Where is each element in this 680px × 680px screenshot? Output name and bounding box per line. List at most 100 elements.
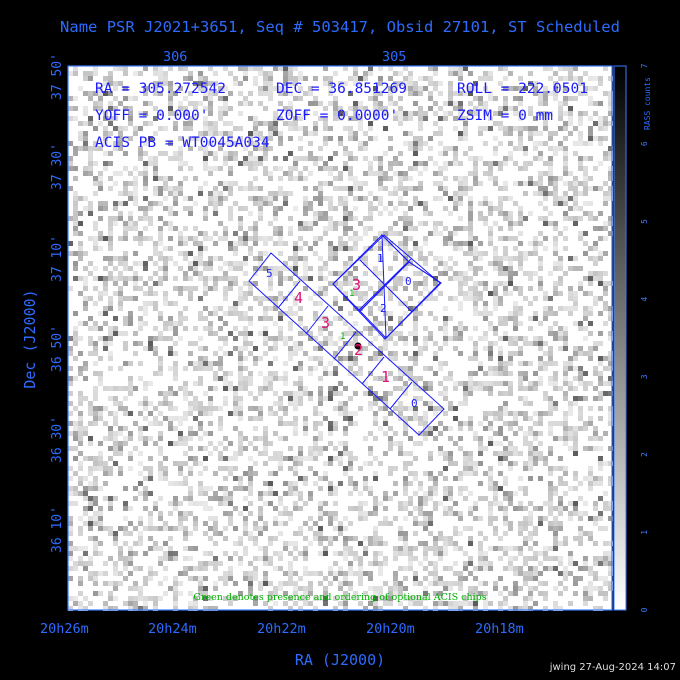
noise-pixel (603, 121, 608, 126)
noise-pixel (188, 146, 193, 151)
noise-pixel (433, 316, 438, 321)
noise-pixel (268, 201, 273, 206)
noise-pixel (163, 556, 168, 561)
noise-pixel (378, 406, 383, 411)
noise-pixel (393, 356, 398, 361)
noise-pixel (433, 81, 438, 86)
noise-pixel (163, 476, 168, 481)
noise-pixel (323, 336, 328, 341)
noise-pixel (243, 381, 248, 386)
noise-pixel (548, 91, 553, 96)
noise-pixel (233, 391, 238, 396)
noise-pixel (223, 236, 228, 241)
noise-pixel (243, 446, 248, 451)
noise-pixel (513, 161, 518, 166)
noise-pixel (158, 516, 163, 521)
noise-pixel (188, 196, 193, 201)
noise-pixel (548, 146, 553, 151)
noise-pixel (478, 281, 483, 286)
noise-pixel (483, 196, 488, 201)
noise-pixel (313, 186, 318, 191)
noise-pixel (108, 121, 113, 126)
noise-pixel (353, 336, 358, 341)
noise-pixel (493, 206, 498, 211)
noise-pixel (518, 86, 523, 91)
noise-pixel (103, 151, 108, 156)
noise-pixel (68, 251, 73, 256)
noise-pixel (423, 431, 428, 436)
noise-pixel (353, 321, 358, 326)
noise-pixel (133, 541, 138, 546)
noise-pixel (308, 296, 313, 301)
noise-pixel (553, 251, 558, 256)
noise-pixel (223, 371, 228, 376)
noise-pixel (273, 271, 278, 276)
noise-pixel (513, 246, 518, 251)
noise-pixel (538, 281, 543, 286)
noise-pixel (398, 566, 403, 571)
noise-pixel (233, 266, 238, 271)
noise-pixel (158, 226, 163, 231)
noise-pixel (73, 356, 78, 361)
noise-pixel (183, 306, 188, 311)
noise-pixel (303, 186, 308, 191)
noise-pixel (398, 176, 403, 181)
noise-pixel (373, 391, 378, 396)
noise-pixel (363, 131, 368, 136)
noise-pixel (268, 591, 273, 596)
noise-pixel (338, 411, 343, 416)
noise-pixel (268, 561, 273, 566)
noise-pixel (318, 276, 323, 281)
noise-pixel (88, 146, 93, 151)
noise-pixel (388, 296, 393, 301)
noise-pixel (358, 186, 363, 191)
noise-pixel (548, 361, 553, 366)
noise-pixel (333, 526, 338, 531)
noise-pixel (103, 421, 108, 426)
noise-pixel (273, 131, 278, 136)
noise-pixel (153, 161, 158, 166)
noise-pixel (68, 501, 73, 506)
noise-pixel (168, 211, 173, 216)
noise-pixel (78, 131, 83, 136)
noise-pixel (258, 101, 263, 106)
noise-pixel (143, 526, 148, 531)
noise-pixel (253, 396, 258, 401)
noise-pixel (263, 141, 268, 146)
noise-pixel (503, 236, 508, 241)
noise-pixel (248, 226, 253, 231)
noise-pixel (293, 501, 298, 506)
noise-pixel (328, 481, 333, 486)
noise-pixel (278, 326, 283, 331)
noise-pixel (593, 366, 598, 371)
noise-pixel (228, 241, 233, 246)
noise-pixel (403, 466, 408, 471)
noise-pixel (593, 136, 598, 141)
noise-pixel (323, 136, 328, 141)
noise-pixel (348, 211, 353, 216)
noise-pixel (363, 141, 368, 146)
noise-pixel (373, 561, 378, 566)
noise-pixel (473, 501, 478, 506)
noise-pixel (438, 151, 443, 156)
noise-pixel (583, 166, 588, 171)
noise-pixel (433, 491, 438, 496)
noise-pixel (458, 201, 463, 206)
noise-pixel (588, 101, 593, 106)
noise-pixel (168, 176, 173, 181)
noise-pixel (373, 266, 378, 271)
noise-pixel (173, 371, 178, 376)
noise-pixel (608, 356, 613, 361)
noise-pixel (388, 411, 393, 416)
noise-pixel (93, 511, 98, 516)
noise-pixel (423, 421, 428, 426)
noise-pixel (278, 531, 283, 536)
noise-pixel (103, 526, 108, 531)
noise-pixel (588, 321, 593, 326)
noise-pixel (558, 526, 563, 531)
noise-pixel (533, 91, 538, 96)
noise-pixel (538, 261, 543, 266)
noise-pixel (588, 141, 593, 146)
noise-pixel (153, 156, 158, 161)
noise-pixel (228, 556, 233, 561)
